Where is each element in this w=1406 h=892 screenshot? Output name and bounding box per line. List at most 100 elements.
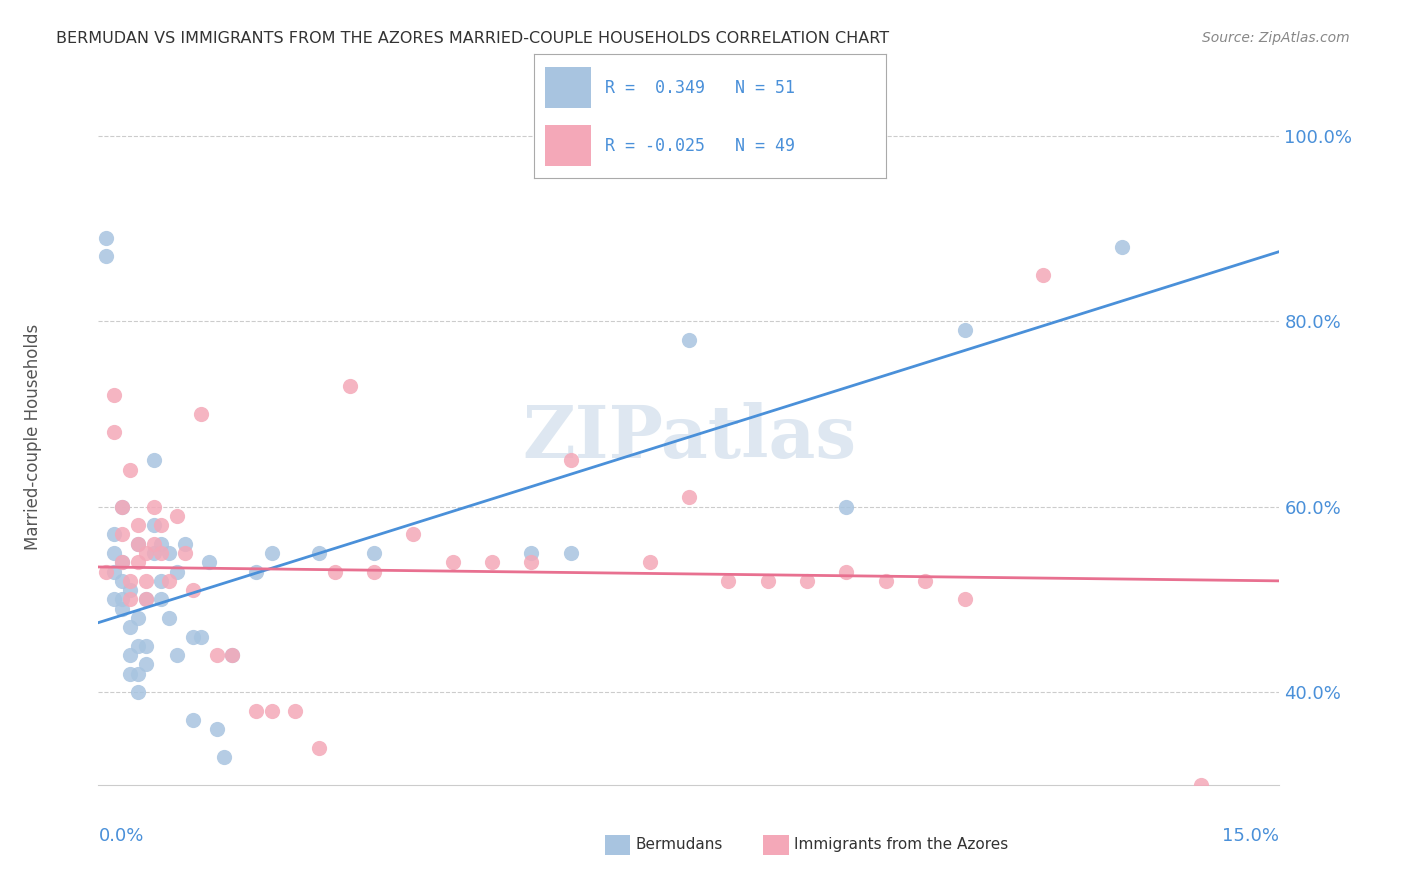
Point: [157, 611, 180, 625]
Point: [150, 537, 173, 551]
Point: [308, 740, 330, 755]
Point: [135, 546, 157, 560]
Point: [127, 518, 149, 533]
Point: [135, 592, 157, 607]
Point: [181, 713, 204, 727]
Text: BERMUDAN VS IMMIGRANTS FROM THE AZORES MARRIED-COUPLE HOUSEHOLDS CORRELATION CHA: BERMUDAN VS IMMIGRANTS FROM THE AZORES M…: [56, 31, 890, 46]
Point: [127, 611, 149, 625]
Point: [481, 555, 503, 569]
Point: [181, 583, 204, 598]
Point: [127, 639, 149, 653]
Point: [174, 546, 197, 560]
Point: [441, 555, 464, 569]
Point: [118, 462, 141, 476]
Text: R = -0.025   N = 49: R = -0.025 N = 49: [605, 137, 794, 155]
Point: [166, 508, 188, 523]
Point: [142, 453, 165, 467]
Point: [953, 323, 976, 337]
Point: [96, 249, 118, 263]
Point: [118, 592, 141, 607]
Point: [135, 639, 157, 653]
Point: [118, 666, 141, 681]
Point: [127, 537, 149, 551]
Point: [402, 527, 425, 541]
Point: [111, 527, 134, 541]
Point: [111, 601, 134, 615]
Text: Source: ZipAtlas.com: Source: ZipAtlas.com: [1202, 31, 1350, 45]
Point: [214, 750, 236, 764]
Point: [142, 546, 165, 560]
Point: [96, 230, 118, 244]
Point: [323, 565, 346, 579]
Point: [638, 555, 661, 569]
Point: [118, 620, 141, 634]
Point: [127, 537, 149, 551]
Point: [127, 555, 149, 569]
Point: [135, 574, 157, 588]
Point: [1032, 268, 1054, 282]
Point: [118, 574, 141, 588]
Point: [157, 546, 180, 560]
Point: [111, 500, 134, 514]
Point: [150, 592, 173, 607]
Point: [717, 574, 740, 588]
Point: [166, 565, 188, 579]
Point: [796, 574, 818, 588]
Point: [221, 648, 243, 662]
Point: [284, 704, 307, 718]
Point: [142, 518, 165, 533]
Point: [245, 704, 267, 718]
Point: [142, 500, 165, 514]
Point: [103, 565, 125, 579]
Text: Immigrants from the Azores: Immigrants from the Azores: [794, 838, 1008, 852]
Point: [953, 592, 976, 607]
Point: [127, 685, 149, 699]
Point: [1111, 240, 1133, 254]
Point: [118, 648, 141, 662]
Point: [174, 537, 197, 551]
Point: [103, 592, 125, 607]
Point: [835, 565, 858, 579]
Point: [150, 546, 173, 560]
Point: [190, 407, 212, 421]
Point: [111, 592, 134, 607]
Point: [205, 648, 228, 662]
Point: [308, 546, 330, 560]
Point: [181, 630, 204, 644]
Point: [103, 388, 125, 402]
Point: [127, 666, 149, 681]
Text: Married-couple Households: Married-couple Households: [24, 324, 42, 550]
Point: [111, 555, 134, 569]
Point: [678, 333, 700, 347]
Point: [560, 546, 582, 560]
Point: [111, 555, 134, 569]
Point: [678, 491, 700, 505]
Point: [118, 583, 141, 598]
Point: [135, 592, 157, 607]
Point: [260, 704, 283, 718]
Text: Bermudans: Bermudans: [636, 838, 723, 852]
Point: [103, 546, 125, 560]
Point: [245, 565, 267, 579]
Point: [914, 574, 936, 588]
Point: [1189, 778, 1212, 792]
Text: ZIPatlas: ZIPatlas: [522, 401, 856, 473]
Point: [756, 574, 779, 588]
Point: [339, 379, 361, 393]
Point: [135, 657, 157, 672]
Point: [560, 453, 582, 467]
Point: [150, 574, 173, 588]
Point: [103, 425, 125, 440]
Point: [197, 555, 219, 569]
Point: [260, 546, 283, 560]
FancyBboxPatch shape: [544, 67, 591, 109]
Point: [190, 630, 212, 644]
Point: [150, 518, 173, 533]
FancyBboxPatch shape: [544, 125, 591, 166]
Text: 0.0%: 0.0%: [98, 827, 143, 845]
Point: [96, 565, 118, 579]
Point: [103, 527, 125, 541]
Text: 15.0%: 15.0%: [1222, 827, 1279, 845]
Point: [205, 723, 228, 737]
Point: [520, 555, 543, 569]
